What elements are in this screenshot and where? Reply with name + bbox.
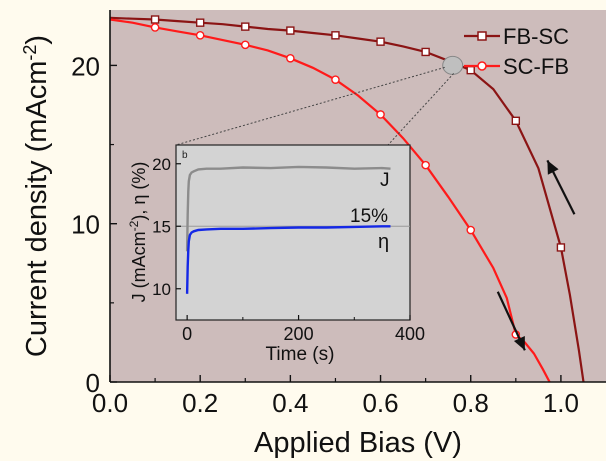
inset-panel-label: b xyxy=(182,150,188,161)
inset-y-axis-title: J (mAcm-2), η (%) xyxy=(127,162,149,303)
inset-series-label-J: J xyxy=(380,170,390,191)
main-axes: 0.0 0.2 0.4 0.6 0.8 1.0 0 10 20 xyxy=(71,10,606,418)
y-tick-label: 10 xyxy=(71,210,100,240)
data-point-fb-sc xyxy=(421,47,430,57)
x-tick-label: 0.2 xyxy=(182,388,218,418)
x-axis-title: Applied Bias (V) xyxy=(254,427,462,459)
inset-reference-label: 15% xyxy=(350,206,388,227)
inset-y-axis-title-sup: -2 xyxy=(127,220,141,231)
inset-series-line-j xyxy=(185,165,391,252)
x-tick-label: 0.4 xyxy=(272,388,308,418)
data-point-fb-sc xyxy=(511,116,521,126)
data-point-fb-sc xyxy=(331,31,340,40)
main-series-layer xyxy=(109,15,585,383)
inset-y-tick-label: 10 xyxy=(152,280,171,299)
x-tick-label: 1.0 xyxy=(543,388,579,418)
data-point-sc-fb xyxy=(286,53,295,63)
data-point-sc-fb xyxy=(195,31,205,40)
legend-marker-fb-sc xyxy=(477,31,487,41)
zoom-connector-line xyxy=(387,73,455,146)
legend: FB-SC SC-FB xyxy=(464,24,569,79)
zoom-connectors xyxy=(175,66,455,146)
inset-x-axis-title: Time (s) xyxy=(266,344,335,365)
data-point-sc-fb xyxy=(150,23,160,32)
highlight-point xyxy=(442,55,464,75)
y-axis-title-close: ) xyxy=(21,35,53,45)
data-point-sc-fb xyxy=(331,75,340,84)
data-point-sc-fb xyxy=(421,160,430,170)
legend-label-fb-sc: FB-SC xyxy=(503,24,569,49)
data-point-fb-sc xyxy=(556,243,566,252)
inset-y-tick-label: 20 xyxy=(152,155,171,174)
inset-x-tick-label: 400 xyxy=(395,324,425,344)
inset-y-axis-title-tail: ), η (%) xyxy=(129,162,149,221)
data-point-fb-sc xyxy=(150,15,160,24)
zoom-connector-line xyxy=(175,66,445,146)
inset-axes: 0 200 400 10 15 20 xyxy=(152,155,425,344)
x-tick-label: 0.6 xyxy=(362,388,398,418)
y-tick-label: 0 xyxy=(86,368,100,398)
data-point-sc-fb xyxy=(376,110,385,119)
y-axis-title-main: Current density (mAcm xyxy=(21,61,53,358)
data-point-sc-fb xyxy=(240,40,250,50)
data-point-fb-sc xyxy=(195,18,205,27)
inset-series-line-eta xyxy=(185,225,391,294)
y-tick-label: 20 xyxy=(71,51,100,81)
legend-label-sc-fb: SC-FB xyxy=(503,54,569,79)
inset-x-tick-label: 0 xyxy=(182,324,192,344)
inset-plot-area xyxy=(175,144,411,321)
x-tick-label: 0.8 xyxy=(453,388,489,418)
direction-arrow-head xyxy=(513,336,525,351)
y-axis-title-sup: -2 xyxy=(20,45,40,61)
inset-y-tick-label: 15 xyxy=(152,217,171,236)
inset-series-label-eta: η xyxy=(378,231,389,253)
x-tick-label: 0.0 xyxy=(92,388,128,418)
data-point-sc-fb xyxy=(466,225,476,235)
data-point-fb-sc xyxy=(286,26,295,35)
inset-y-axis-title-main: J (mAcm xyxy=(129,231,149,302)
inset-x-tick-label: 200 xyxy=(284,324,314,344)
data-point-fb-sc xyxy=(376,37,385,46)
y-axis-title: Current density (mAcm-2) xyxy=(20,35,53,357)
inset-series-layer xyxy=(176,165,410,294)
direction-arrow-head xyxy=(547,160,559,175)
data-point-fb-sc xyxy=(466,65,475,75)
legend-marker-sc-fb xyxy=(477,61,487,71)
data-point-fb-sc xyxy=(241,22,250,31)
